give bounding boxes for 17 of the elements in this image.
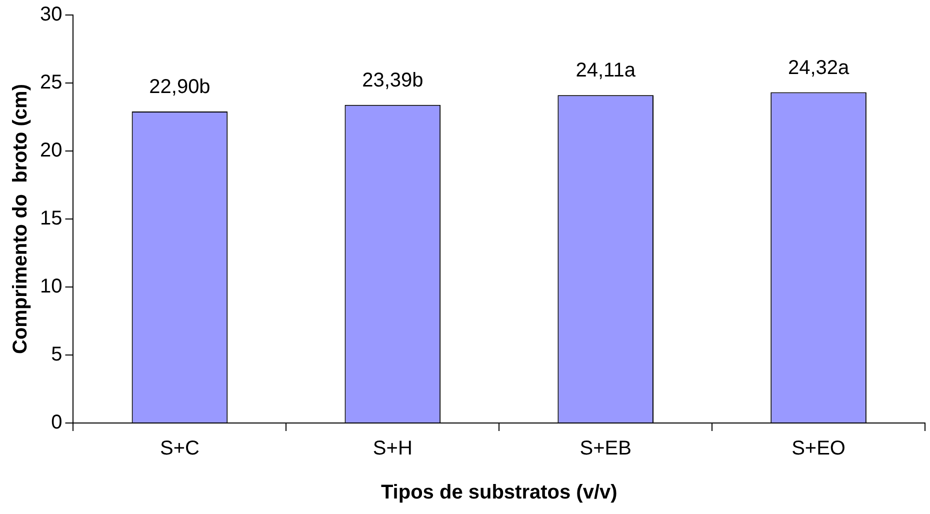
y-tick-label: 20 [40, 140, 62, 162]
data-label: 23,39b [362, 69, 424, 92]
x-axis-title: Tipos de substratos (v/v) [380, 482, 618, 504]
x-tick-label: S+C [160, 438, 200, 460]
y-tick-label: 0 [51, 412, 62, 434]
data-label: 22,90b [149, 76, 210, 98]
y-tick-label: 30 [40, 4, 62, 26]
data-label: 24,32a [788, 56, 850, 79]
y-tick-label: 25 [40, 72, 62, 94]
x-tick-label: S+EO [792, 438, 846, 460]
x-tick-label: S+EB [580, 438, 632, 460]
y-tick-label: 10 [40, 276, 62, 298]
x-tick-label: S+H [372, 438, 412, 460]
data-label: 24,11a [576, 60, 636, 82]
y-axis-title: Comprimento do broto (cm) [10, 84, 32, 354]
y-tick-label: 15 [40, 208, 62, 230]
y-tick-label: 5 [51, 344, 62, 366]
